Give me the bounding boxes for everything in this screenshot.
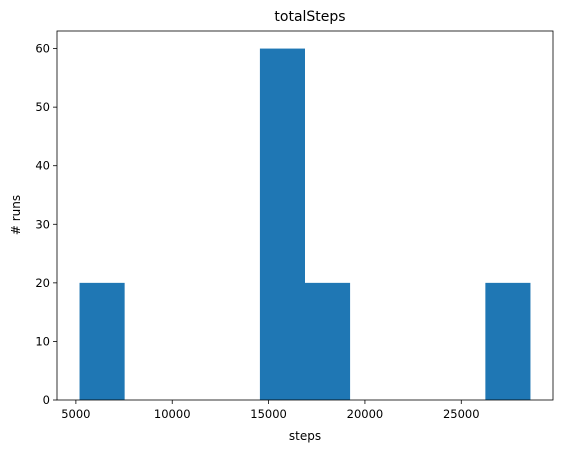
y-tick-label: 60: [35, 42, 50, 56]
bar-0: [79, 282, 125, 400]
bar-4: [259, 48, 305, 400]
x-tick-label: 5000: [61, 407, 90, 421]
y-tick-label: 30: [35, 217, 50, 231]
x-tick-label: 10000: [154, 407, 191, 421]
x-tick-label: 15000: [250, 407, 287, 421]
y-ticks-group: 0 10 20 30 40 50 60: [35, 42, 57, 407]
y-tick-label: 40: [35, 159, 50, 173]
y-tick-label: 0: [43, 393, 50, 407]
y-tick-label: 20: [35, 276, 50, 290]
x-axis-label: steps: [289, 429, 321, 443]
y-tick-label: 10: [35, 334, 50, 348]
y-tick-label: 50: [35, 100, 50, 114]
plot-frame: [56, 30, 554, 401]
chart-title: totalSteps: [274, 9, 345, 25]
bars-group: [79, 48, 531, 400]
x-ticks-group: 5000 10000 15000 20000 25000: [61, 400, 480, 421]
bar-5: [305, 282, 351, 400]
bar-9: [485, 282, 531, 400]
y-axis-label: # runs: [9, 195, 23, 235]
x-tick-label: 25000: [443, 407, 480, 421]
x-tick-label: 20000: [347, 407, 384, 421]
